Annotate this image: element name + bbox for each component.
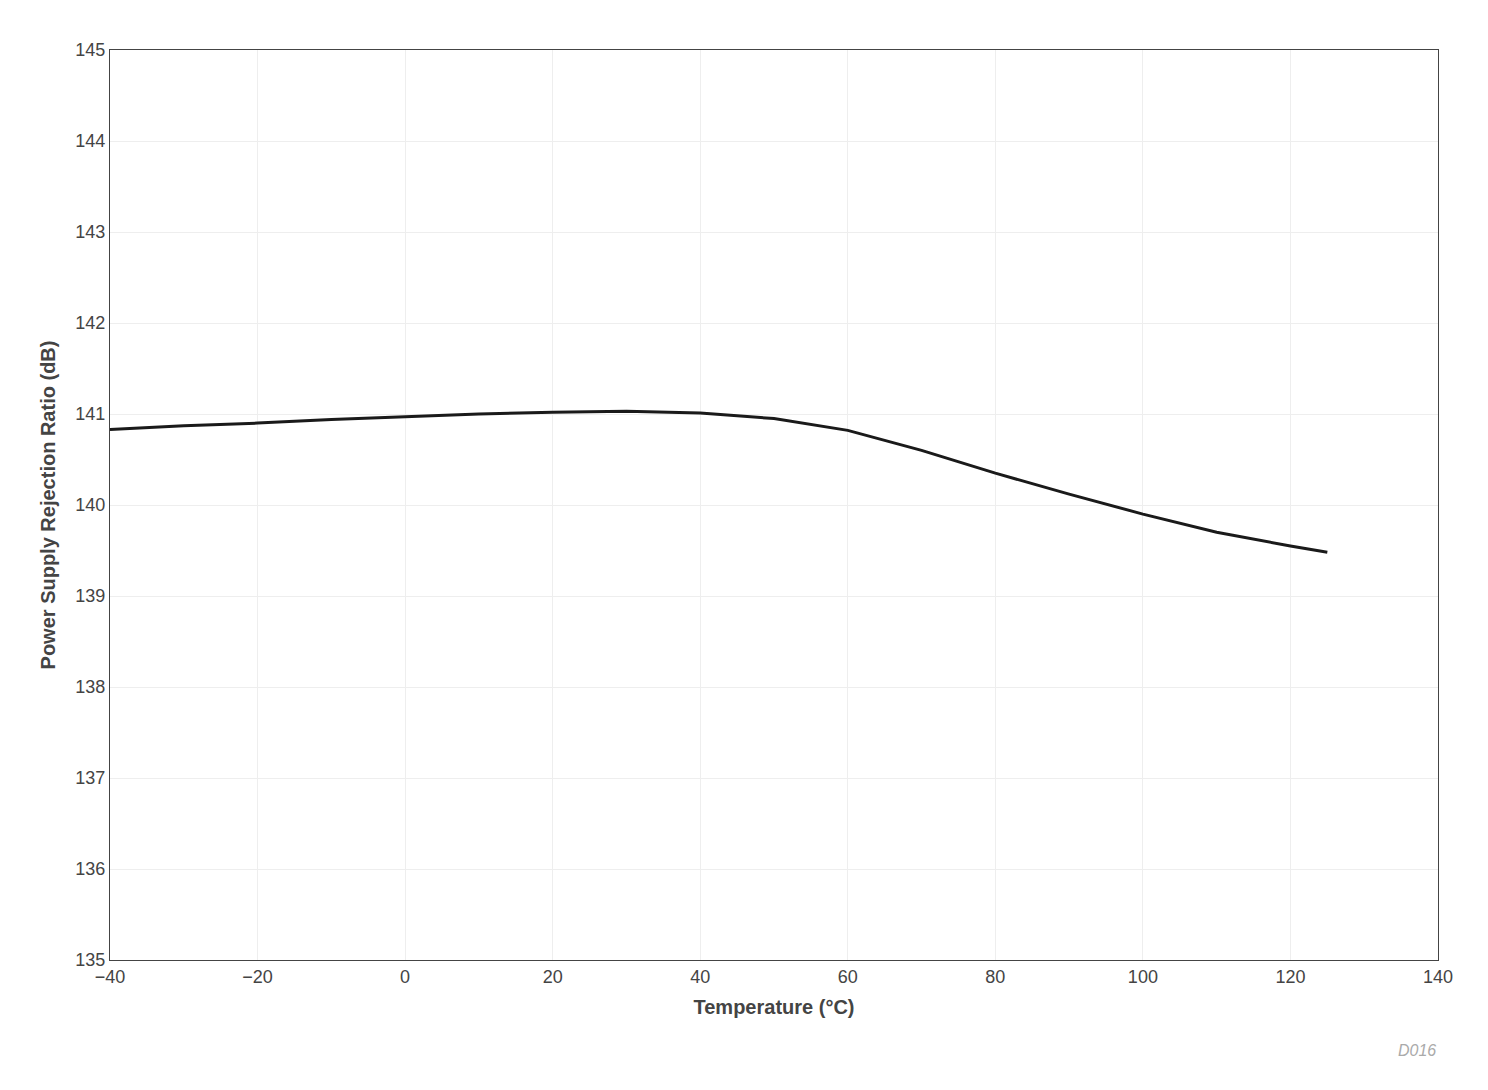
svg-text:120: 120 (1275, 967, 1305, 987)
svg-text:80: 80 (985, 967, 1005, 987)
svg-text:Power Supply Rejection Ratio (: Power Supply Rejection Ratio (dB) (37, 341, 59, 670)
svg-text:0: 0 (400, 967, 410, 987)
svg-text:D016: D016 (1398, 1042, 1436, 1059)
svg-text:−40: −40 (95, 967, 126, 987)
svg-text:135: 135 (75, 950, 105, 970)
svg-text:142: 142 (75, 313, 105, 333)
svg-text:145: 145 (75, 40, 105, 60)
svg-text:139: 139 (75, 586, 105, 606)
svg-text:144: 144 (75, 131, 105, 151)
svg-text:60: 60 (838, 967, 858, 987)
svg-text:137: 137 (75, 768, 105, 788)
svg-text:136: 136 (75, 859, 105, 879)
svg-text:138: 138 (75, 677, 105, 697)
svg-text:143: 143 (75, 222, 105, 242)
svg-text:141: 141 (75, 404, 105, 424)
svg-text:20: 20 (543, 967, 563, 987)
svg-text:−20: −20 (242, 967, 273, 987)
svg-text:140: 140 (75, 495, 105, 515)
svg-text:100: 100 (1128, 967, 1158, 987)
svg-text:40: 40 (690, 967, 710, 987)
svg-text:Temperature (°C): Temperature (°C) (694, 996, 855, 1018)
svg-text:140: 140 (1423, 967, 1453, 987)
